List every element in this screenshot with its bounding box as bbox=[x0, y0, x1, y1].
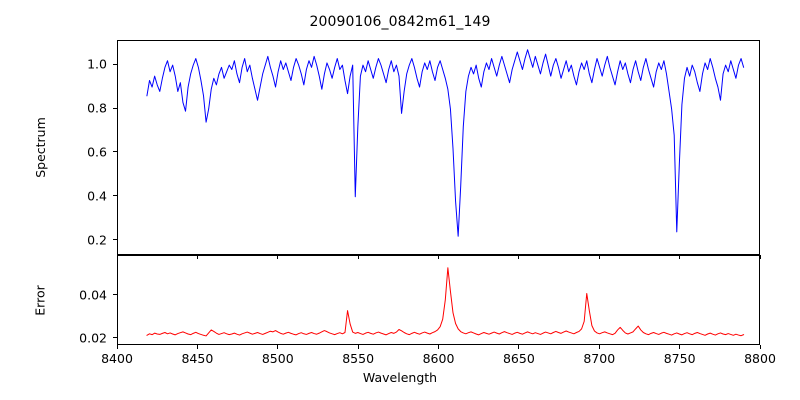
x-tick-mark bbox=[518, 345, 520, 349]
x-tick-label: 8450 bbox=[181, 351, 214, 366]
y-tick-mark bbox=[113, 63, 117, 65]
x-tick-label: 8550 bbox=[342, 351, 375, 366]
x-tick-mark bbox=[357, 255, 359, 259]
spectrum-panel bbox=[117, 40, 760, 255]
x-tick-label: 8700 bbox=[583, 351, 616, 366]
y-tick-mark bbox=[113, 195, 117, 197]
y-axis-label-spectrum: Spectrum bbox=[32, 117, 48, 178]
y-tick-mark bbox=[113, 239, 117, 241]
y-axis-label-error: Error bbox=[32, 284, 48, 316]
x-tick-mark bbox=[196, 255, 198, 259]
x-tick-mark bbox=[277, 255, 279, 259]
x-tick-mark bbox=[196, 345, 198, 349]
y-tick-mark bbox=[113, 294, 117, 296]
y-tick-label: 0.04 bbox=[79, 287, 107, 303]
error-panel bbox=[117, 255, 760, 345]
x-tick-label: 8800 bbox=[744, 351, 776, 366]
error-line-series bbox=[146, 267, 745, 337]
page-title: 20090106_0842m61_149 bbox=[309, 14, 491, 30]
y-tick-mark bbox=[113, 151, 117, 153]
x-tick-mark bbox=[598, 255, 600, 259]
x-tick-mark bbox=[759, 345, 761, 349]
x-tick-mark bbox=[116, 255, 118, 259]
y-tick-label: 0.8 bbox=[87, 100, 107, 116]
x-tick-label: 8650 bbox=[502, 351, 535, 366]
x-tick-label: 8750 bbox=[663, 351, 696, 366]
y-tick-label: 1.0 bbox=[87, 56, 107, 72]
y-tick-label: 0.4 bbox=[87, 188, 107, 204]
x-tick-mark bbox=[277, 345, 279, 349]
x-tick-mark bbox=[116, 345, 118, 349]
x-tick-mark bbox=[759, 255, 761, 259]
y-tick-label: 0.02 bbox=[79, 330, 107, 345]
y-tick-label: 0.6 bbox=[87, 144, 107, 160]
x-tick-mark bbox=[679, 255, 681, 259]
x-axis-label: Wavelength bbox=[362, 370, 438, 385]
x-tick-mark bbox=[598, 345, 600, 349]
x-tick-mark bbox=[438, 345, 440, 349]
y-tick-mark bbox=[113, 337, 117, 339]
x-tick-label: 8500 bbox=[261, 351, 294, 366]
x-tick-mark bbox=[438, 255, 440, 259]
x-tick-mark bbox=[357, 345, 359, 349]
x-tick-mark bbox=[679, 345, 681, 349]
x-tick-mark bbox=[518, 255, 520, 259]
x-tick-label: 8400 bbox=[101, 351, 133, 366]
x-tick-label: 8600 bbox=[422, 351, 455, 366]
spectrum-line-series bbox=[146, 49, 745, 237]
y-tick-label: 0.2 bbox=[87, 232, 107, 248]
y-tick-mark bbox=[113, 107, 117, 109]
